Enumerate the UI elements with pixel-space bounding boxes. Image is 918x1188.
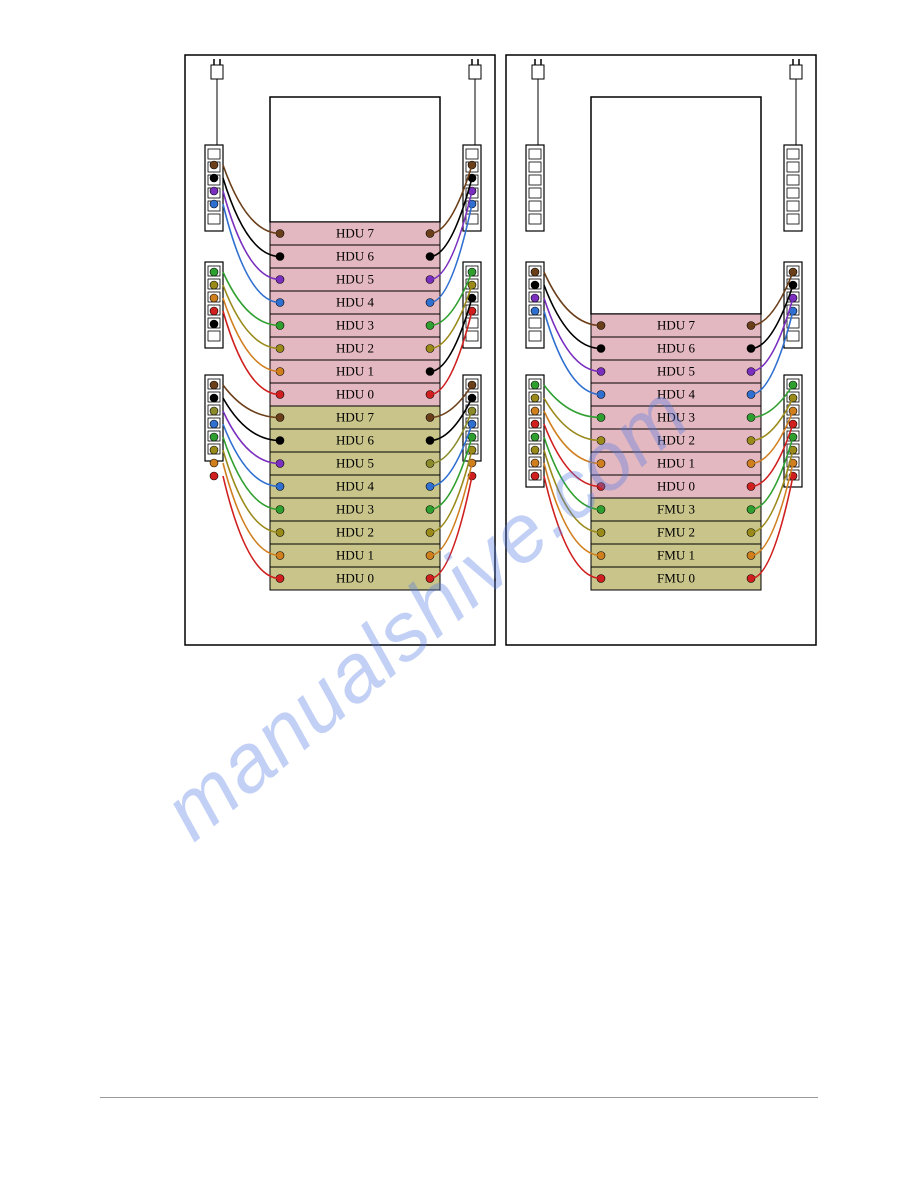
- svg-text:HDU 6: HDU 6: [657, 341, 695, 356]
- svg-text:FMU 2: FMU 2: [657, 525, 695, 540]
- footer-rule: [100, 1097, 818, 1098]
- svg-text:HDU 0: HDU 0: [657, 479, 695, 494]
- svg-text:HDU 1: HDU 1: [336, 548, 374, 563]
- svg-text:HDU 1: HDU 1: [657, 456, 695, 471]
- svg-text:HDU 4: HDU 4: [657, 387, 695, 402]
- svg-text:HDU 7: HDU 7: [336, 410, 374, 425]
- svg-text:FMU 1: FMU 1: [657, 548, 695, 563]
- svg-text:HDU 5: HDU 5: [657, 364, 695, 379]
- svg-text:HDU 2: HDU 2: [657, 433, 695, 448]
- svg-text:HDU 7: HDU 7: [657, 318, 695, 333]
- svg-text:HDU 5: HDU 5: [336, 456, 374, 471]
- svg-text:HDU 4: HDU 4: [336, 295, 374, 310]
- svg-text:HDU 3: HDU 3: [657, 410, 695, 425]
- rack-wiring-diagram: HDU 7 HDU 6 HDU 5 HDU 4 HDU 3 HDU 2 HDU 1 HDU 0…: [0, 0, 918, 700]
- svg-text:HDU 2: HDU 2: [336, 341, 374, 356]
- svg-text:FMU 3: FMU 3: [657, 502, 695, 517]
- svg-text:HDU 1: HDU 1: [336, 364, 374, 379]
- svg-text:HDU 0: HDU 0: [336, 571, 374, 586]
- svg-text:HDU 2: HDU 2: [336, 525, 374, 540]
- svg-text:HDU 0: HDU 0: [336, 387, 374, 402]
- svg-text:HDU 3: HDU 3: [336, 502, 374, 517]
- svg-text:HDU 3: HDU 3: [336, 318, 374, 333]
- svg-text:HDU 7: HDU 7: [336, 226, 374, 241]
- svg-text:HDU 6: HDU 6: [336, 433, 374, 448]
- svg-text:HDU 5: HDU 5: [336, 272, 374, 287]
- svg-text:FMU 0: FMU 0: [657, 571, 695, 586]
- svg-text:HDU 4: HDU 4: [336, 479, 374, 494]
- svg-text:HDU 6: HDU 6: [336, 249, 374, 264]
